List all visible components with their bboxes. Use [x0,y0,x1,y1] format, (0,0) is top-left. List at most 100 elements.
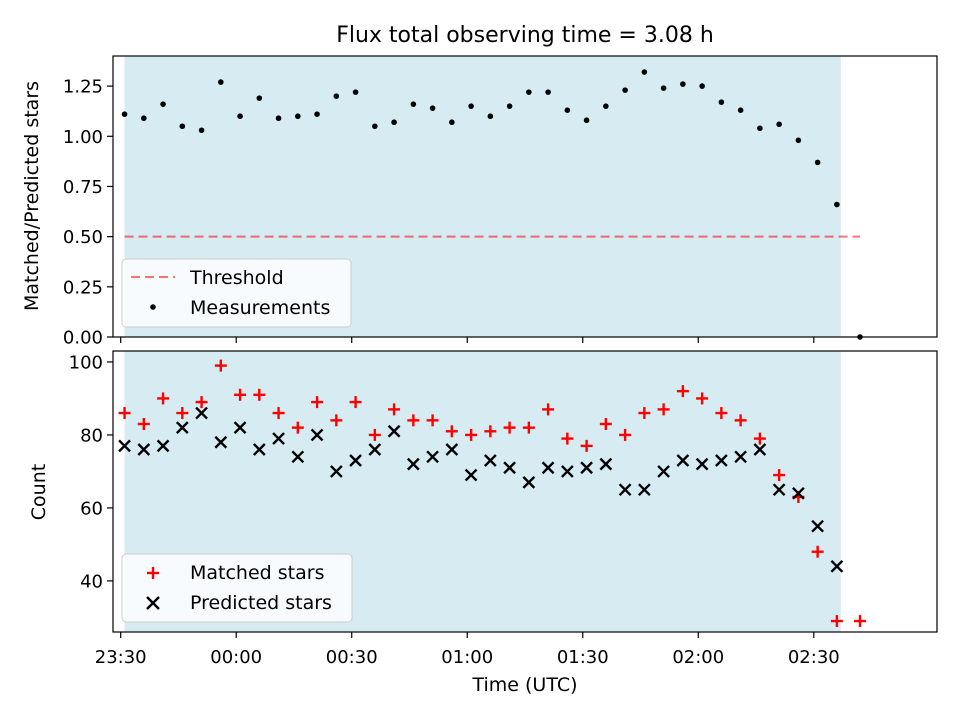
x-tick-label: 02:30 [788,647,840,668]
predicted-star-point [291,450,305,464]
predicted-star-stroke [561,465,574,478]
matched-star-point [503,421,516,434]
measurement-point [256,95,263,101]
predicted-star-stroke [291,450,305,464]
matched-star-point [214,359,227,372]
measurement-point [410,101,417,107]
predicted-star-stroke [503,461,516,475]
predicted-star-stroke [618,483,632,497]
measurement-point [141,115,147,122]
matched-star-point [272,407,285,420]
matched-star-point [522,421,535,434]
ratio-panel: 0.00 0.25 0.50 0.75 1.00 1.25 Matched/Predict… [21,55,938,349]
predicted-star-stroke [522,476,536,489]
predicted-star-stroke [483,454,497,467]
predicted-legend-swatch [146,596,160,610]
predicted-star-stroke [715,454,728,467]
predicted-star-point [676,454,690,467]
matched-star-point [137,417,150,430]
measurement-point [429,105,436,111]
predicted-star-stroke [195,406,208,420]
predicted-star-point [387,424,401,438]
predicted-star-stroke [387,424,401,438]
matched-star-point [195,396,208,409]
ratio-y-axis: 0.00 0.25 0.50 0.75 1.00 1.25 [63,77,113,349]
matched-star-point [773,469,786,482]
predicted-star-point [349,454,362,467]
predicted-star-stroke [272,432,285,445]
predicted-star-stroke [310,428,324,442]
predicted-star-stroke [175,421,189,434]
threshold-legend-label: Threshold [189,267,284,289]
predicted-star-point [195,406,208,420]
predicted-star-stroke [137,443,151,456]
predicted-star-point [811,519,824,533]
predicted-star-point [233,421,247,434]
matched-star-point [619,428,632,441]
matched-star-point [407,414,420,427]
predicted-star-point [561,465,574,478]
matched-star-point [561,432,574,445]
matched-star-point [157,392,170,405]
predicted-star-stroke [676,454,690,467]
measurement-point [218,79,224,85]
measurement-point [545,89,551,95]
measurement-point [295,113,301,120]
predicted-star-point [272,432,285,445]
matched-star-point [368,428,381,441]
predicted-legend-label: Predicted stars [190,592,332,614]
predicted-star-point [638,483,651,497]
matched-star-point [830,615,843,628]
predicted-star-point [464,468,478,482]
ratio-y-tick-label: 1.25 [63,77,103,98]
measurement-point [603,103,609,109]
matched-star-point [715,407,728,420]
ratio-panel-frame [112,55,938,338]
predicted-star-point [252,443,266,456]
count-panel: 40 60 80 100 23:30 00:00 00:30 01:00 01:30 02:00… [28,350,938,668]
predicted-star-stroke [252,443,266,456]
predicted-star-point [426,450,439,464]
count-y-tick-label: 40 [80,571,103,592]
predicted-star-point [792,486,805,500]
predicted-star-stroke [426,450,439,464]
predicted-star-point [329,465,343,478]
predicted-star-stroke [368,443,382,456]
ratio-y-tick-label: 0.25 [63,277,103,298]
matched-star-point [426,414,439,427]
matched-star-point [580,439,593,452]
measurement-point [526,89,532,95]
predicted-star-stroke [118,439,131,453]
predicted-star-point [715,454,728,467]
ratio-y-label: Matched/Predicted stars [21,81,43,311]
ratio-y-tick-label: 0.50 [63,227,103,248]
predicted-star-point [753,443,767,456]
measurement-point [776,121,782,128]
measurement-point [718,99,725,105]
measurement-point [641,69,648,75]
measurement-point [352,89,359,95]
matched-star-point [599,417,612,430]
matched-star-point [311,396,324,409]
predicted-star-point [734,450,747,464]
predicted-star-point [214,435,228,449]
figure-title: Flux total observing time = 3.08 h [336,23,714,48]
predicted-star-point [599,457,613,471]
x-tick-label: 01:30 [557,647,609,668]
count-legend-box [121,553,353,623]
predicted-star-point [156,439,170,453]
matched-star-point [118,407,131,420]
predicted-star-stroke [445,443,459,456]
matched-star-point [638,407,651,420]
matched-star-points [118,359,866,628]
predicted-star-point [580,461,593,475]
matched-star-point [234,388,247,401]
predicted-star-point [541,461,555,475]
predicted-star-stroke [349,454,362,467]
count-x-axis: 23:30 00:00 00:30 01:00 01:30 02:00 02:30 [95,632,840,668]
predicted-star-point [503,461,516,475]
measurement-point [160,101,166,107]
predicted-star-point [175,421,189,434]
measurement-points [121,69,863,340]
predicted-star-stroke [811,519,824,533]
